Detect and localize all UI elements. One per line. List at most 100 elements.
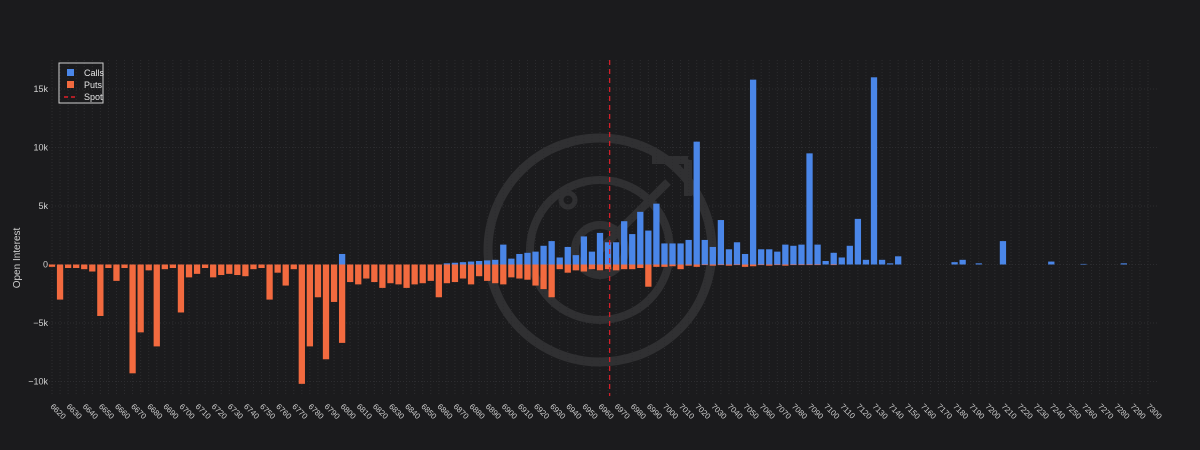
call-bar-6975[interactable] — [621, 221, 628, 265]
call-bar-6870[interactable] — [451, 262, 459, 265]
put-bar-6995[interactable] — [653, 264, 660, 267]
put-bar-6635[interactable] — [73, 264, 80, 269]
put-bar-6725[interactable] — [218, 264, 225, 276]
put-bar-6965[interactable] — [604, 264, 612, 270]
put-bar-6840[interactable] — [403, 264, 410, 288]
put-bar-7030[interactable] — [709, 264, 716, 266]
put-bar-6940[interactable] — [564, 264, 571, 273]
put-bar-6945[interactable] — [572, 264, 579, 271]
call-bar-6880[interactable] — [467, 261, 475, 265]
call-bar-6925[interactable] — [540, 245, 547, 265]
call-bar-6905[interactable] — [508, 258, 515, 265]
put-bar-7040[interactable] — [725, 264, 733, 266]
put-bar-7085[interactable] — [798, 264, 805, 266]
call-bar-7100[interactable] — [822, 260, 829, 265]
call-bar-7030[interactable] — [709, 246, 716, 265]
put-bar-6700[interactable] — [177, 264, 185, 313]
put-bar-7005[interactable] — [669, 264, 676, 267]
put-bar-6715[interactable] — [201, 264, 209, 269]
call-bar-7045[interactable] — [733, 242, 741, 265]
call-bar-6890[interactable] — [484, 260, 491, 265]
call-bar-7145[interactable] — [895, 256, 902, 265]
call-bar-7285[interactable] — [1120, 263, 1127, 265]
put-bar-6795[interactable] — [330, 264, 338, 302]
put-bar-6910[interactable] — [516, 264, 523, 279]
put-bar-6820[interactable] — [371, 264, 378, 283]
put-bar-6690[interactable] — [161, 264, 168, 270]
put-bar-6800[interactable] — [338, 264, 346, 343]
put-bar-6655[interactable] — [105, 264, 112, 269]
put-bar-6890[interactable] — [484, 264, 491, 281]
put-bar-6875[interactable] — [459, 264, 467, 279]
call-bar-6960[interactable] — [596, 232, 604, 265]
call-bar-6930[interactable] — [548, 241, 555, 265]
call-bar-6985[interactable] — [637, 211, 644, 265]
put-bar-6865[interactable] — [443, 264, 451, 284]
put-bar-6765[interactable] — [282, 264, 289, 286]
call-bar-6980[interactable] — [629, 234, 636, 265]
put-bar-6755[interactable] — [266, 264, 273, 300]
call-bar-6920[interactable] — [532, 251, 539, 265]
put-bar-6665[interactable] — [121, 264, 128, 269]
put-bar-6730[interactable] — [226, 264, 233, 274]
put-bar-6970[interactable] — [612, 264, 620, 271]
put-bar-6695[interactable] — [169, 264, 177, 269]
put-bar-6900[interactable] — [500, 264, 507, 285]
put-bar-6860[interactable] — [435, 264, 442, 298]
put-bar-6905[interactable] — [508, 264, 515, 278]
call-bar-6895[interactable] — [492, 259, 499, 265]
call-bar-6955[interactable] — [588, 251, 596, 265]
put-bar-6825[interactable] — [379, 264, 386, 288]
put-bar-6930[interactable] — [548, 264, 555, 298]
call-bar-7180[interactable] — [951, 262, 958, 265]
put-bar-6805[interactable] — [347, 264, 354, 283]
put-bar-7045[interactable] — [733, 264, 741, 266]
put-bar-6770[interactable] — [290, 264, 297, 270]
put-bar-6880[interactable] — [467, 264, 475, 285]
call-bar-7010[interactable] — [677, 243, 684, 265]
put-bar-6885[interactable] — [475, 264, 483, 277]
put-bar-6835[interactable] — [395, 264, 402, 285]
call-bar-7060[interactable] — [758, 249, 765, 265]
put-bar-6740[interactable] — [242, 264, 249, 277]
call-bar-6990[interactable] — [645, 230, 652, 265]
call-bar-7210[interactable] — [999, 241, 1007, 265]
call-bar-6970[interactable] — [612, 242, 620, 265]
call-bar-7055[interactable] — [749, 79, 757, 265]
call-bar-6910[interactable] — [516, 253, 523, 265]
put-bar-6975[interactable] — [621, 264, 628, 270]
call-bar-7185[interactable] — [959, 259, 966, 265]
put-bar-6950[interactable] — [580, 264, 588, 272]
put-bar-6685[interactable] — [153, 264, 160, 347]
call-bar-7085[interactable] — [798, 244, 805, 265]
put-bar-7050[interactable] — [741, 264, 749, 267]
put-bar-6955[interactable] — [588, 264, 596, 270]
put-bar-6670[interactable] — [129, 264, 136, 374]
put-bar-6920[interactable] — [532, 264, 539, 286]
put-bar-6935[interactable] — [556, 264, 563, 270]
put-bar-7010[interactable] — [677, 264, 684, 270]
put-bar-6990[interactable] — [645, 264, 652, 287]
put-bar-7080[interactable] — [790, 264, 797, 266]
call-bar-7135[interactable] — [878, 259, 886, 265]
call-bar-7195[interactable] — [975, 263, 982, 265]
call-bar-6945[interactable] — [572, 255, 579, 265]
put-bar-6710[interactable] — [193, 264, 201, 274]
put-bar-6675[interactable] — [137, 264, 144, 333]
call-bar-7090[interactable] — [806, 153, 813, 265]
call-bar-7070[interactable] — [774, 251, 781, 265]
put-bar-6780[interactable] — [306, 264, 314, 347]
call-bar-7110[interactable] — [838, 257, 845, 265]
put-bar-7025[interactable] — [701, 264, 708, 266]
put-bar-6775[interactable] — [298, 264, 305, 384]
put-bar-6640[interactable] — [81, 264, 88, 270]
call-bar-6940[interactable] — [564, 246, 571, 265]
call-bar-6965[interactable] — [604, 242, 612, 265]
call-bar-6875[interactable] — [459, 262, 467, 265]
put-bar-7075[interactable] — [782, 264, 789, 266]
call-bar-6885[interactable] — [475, 260, 483, 265]
call-bar-7105[interactable] — [830, 252, 837, 265]
put-bar-6785[interactable] — [314, 264, 322, 298]
call-bar-7025[interactable] — [701, 239, 708, 265]
put-bar-6680[interactable] — [145, 264, 152, 271]
